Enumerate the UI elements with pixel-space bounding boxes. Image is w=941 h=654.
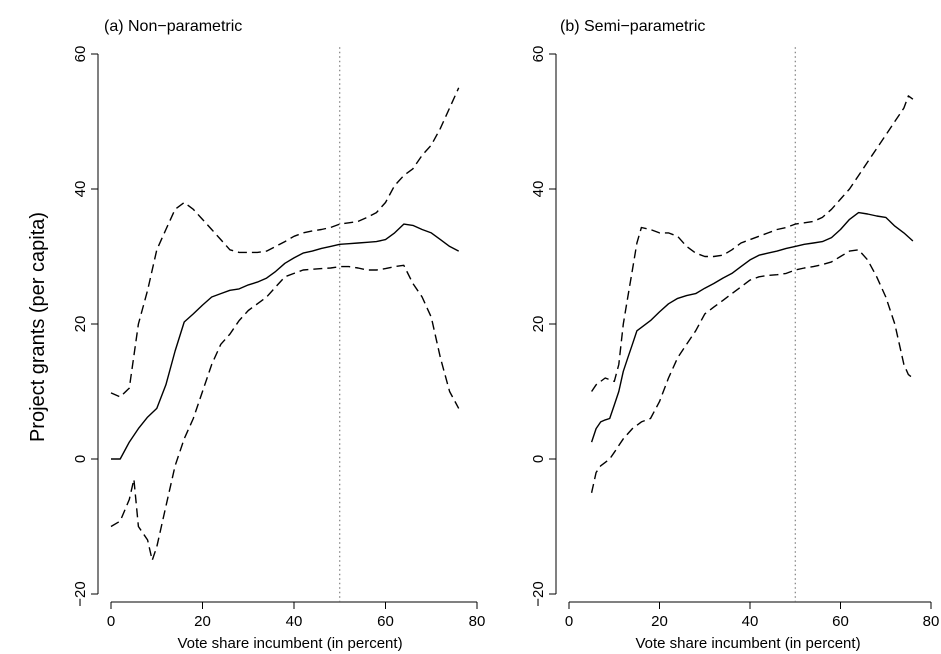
panel-b-series-lower-ci [590,249,914,493]
panel-b-xtick-label: 20 [651,613,668,630]
panel-a-xtick-label: 40 [286,613,303,630]
panel-b-ytick-label: 40 [530,181,547,198]
panel-a-ytick-label: −20 [72,581,89,606]
panel-b-series-upper-ci [591,95,914,392]
panel-b-xtick-label: 60 [832,613,849,630]
panel-a-xtick-label: 80 [469,613,486,630]
panel-a-ytick-label: 60 [72,46,89,63]
panel-b-title: (b) Semi−parametric [560,18,705,35]
panel-a-ytick-label: 40 [72,181,89,198]
panel-a-xtick-label: 60 [377,613,394,630]
panel-b-ytick-label: −20 [530,581,547,606]
panel-b: (b) Semi−parametric −20 0 20 40 60 0 20 40 60 80… [530,18,939,652]
panel-a-ytick-label: 0 [72,455,89,463]
panel-b-xtick-label: 80 [923,613,940,630]
panel-b-xtick-label: 40 [742,613,759,630]
panel-b-ytick-label: 20 [530,316,547,333]
panel-a-xlabel: Vote share incumbent (in percent) [177,635,402,652]
panel-b-xtick-label: 0 [565,613,573,630]
panel-b-series-estimate [590,211,914,443]
panel-a-series-upper-ci [110,87,460,398]
panel-b-ytick-label: 0 [530,455,547,463]
panel-a-xtick-label: 20 [194,613,211,630]
figure-ylabel: Project grants (per capita) [27,212,49,442]
panel-a-series-lower-ci [110,264,460,561]
panel-a-xtick-label: 0 [107,613,115,630]
panel-a-title: (a) Non−parametric [104,18,242,35]
panel-b-xlabel: Vote share incumbent (in percent) [635,635,860,652]
panel-a-ytick-label: 20 [72,316,89,333]
panel-a-series-estimate [111,223,460,460]
panel-b-ytick-label: 60 [530,46,547,63]
